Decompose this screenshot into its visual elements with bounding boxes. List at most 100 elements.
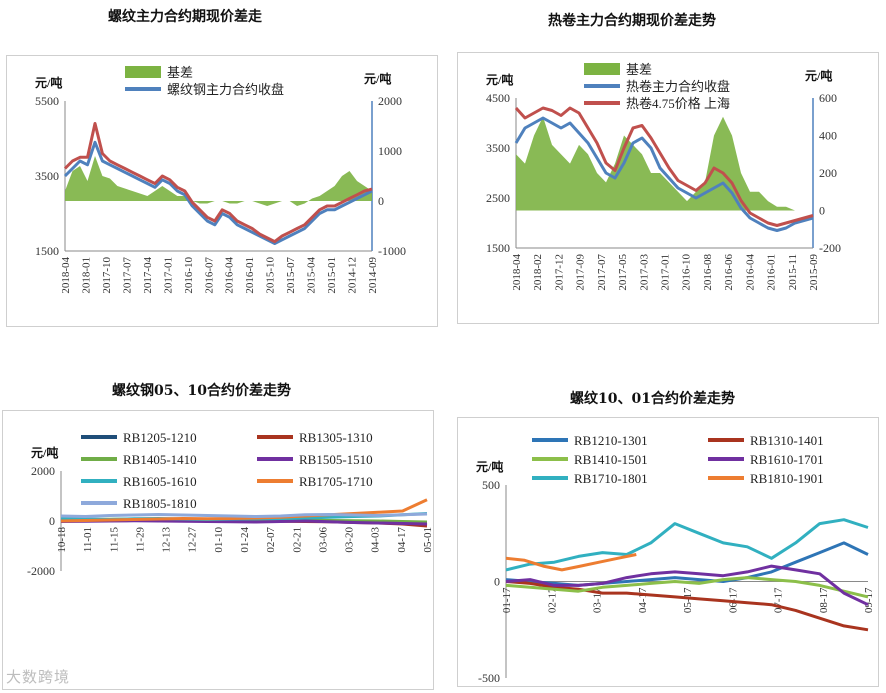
x-tick-label: 03-20 bbox=[344, 527, 356, 553]
x-tick-label: 2018-02 bbox=[532, 254, 544, 291]
y-unit-left: 元/吨 bbox=[476, 459, 503, 474]
y-tick-label-left: 1500 bbox=[35, 244, 59, 258]
chart1-title: 螺纹主力合约期现价差走 bbox=[108, 9, 262, 25]
x-tick-label: 2015-07 bbox=[285, 257, 297, 294]
x-tick-label: 2014-12 bbox=[347, 257, 359, 294]
chart1-panel: 5500 3500 1500 元/吨 2000 1000 0 -1000 元/吨 2018-04 2… bbox=[6, 55, 438, 327]
y-unit-right: 元/吨 bbox=[805, 68, 832, 83]
chart2-title: 热卷主力合约期现价差走势 bbox=[548, 13, 716, 29]
x-tick-label: 11-29 bbox=[134, 527, 146, 553]
x-tick-label: 12-27 bbox=[187, 527, 199, 553]
series-line bbox=[60, 498, 428, 523]
x-tick-label: 2016-10 bbox=[681, 254, 693, 291]
x-tick-label: 05-17 bbox=[682, 587, 694, 613]
y-tick-label-left: 4500 bbox=[486, 91, 510, 105]
legend-label: RB1205-1210 bbox=[123, 430, 197, 445]
chart4-panel: 500 0 -500 元/吨 01-17 02-17 03-17 04-17 05-17 06-1… bbox=[457, 417, 879, 687]
x-tick-label: 04-17 bbox=[396, 527, 408, 553]
chart3-svg: 2000 0 -2000 元/吨 10-18 11-01 11-15 11-29 12-13 12… bbox=[27, 430, 434, 578]
series-line bbox=[63, 140, 373, 245]
x-tick-label: 10-18 bbox=[56, 527, 68, 553]
x-tick-label: 02-07 bbox=[265, 527, 277, 553]
x-tick-label: 2016-06 bbox=[723, 254, 735, 291]
y-tick-label-left: -500 bbox=[478, 671, 500, 685]
chart3-title: 螺纹钢05、10合约价差走势 bbox=[112, 383, 291, 399]
y-tick-label-right: 200 bbox=[819, 166, 837, 180]
x-tick-label: 2017-01 bbox=[162, 257, 174, 294]
legend-swatch bbox=[584, 63, 620, 75]
legend-label: RB1710-1801 bbox=[574, 471, 648, 486]
y-tick-label-left: 3500 bbox=[35, 169, 59, 183]
legend-swatch bbox=[125, 66, 161, 78]
x-tick-label: 08-17 bbox=[818, 587, 830, 613]
y-tick-label-left: 5500 bbox=[35, 94, 59, 108]
legend-label: RB1410-1501 bbox=[574, 452, 648, 467]
legend-label: 热卷4.75价格 上海 bbox=[626, 96, 730, 111]
legend-label: RB1405-1410 bbox=[123, 452, 197, 467]
chart3-panel: 2000 0 -2000 元/吨 10-18 11-01 11-15 11-29 12-13 12… bbox=[2, 410, 434, 690]
y-tick-label-right: 600 bbox=[819, 91, 837, 105]
series-line bbox=[505, 580, 869, 632]
series-line bbox=[63, 122, 373, 244]
y-tick-label-left: 3500 bbox=[486, 141, 510, 155]
y-unit-right: 元/吨 bbox=[364, 71, 391, 86]
legend-label: RB1810-1901 bbox=[750, 471, 824, 486]
x-tick-label: 03-06 bbox=[317, 527, 329, 553]
x-tick-label: 11-15 bbox=[108, 527, 120, 553]
x-tick-label: 2017-01 bbox=[660, 254, 672, 291]
legend-label: 基差 bbox=[626, 62, 652, 77]
legend-label: 基差 bbox=[167, 65, 193, 80]
y-tick-label-right: 2000 bbox=[378, 94, 402, 108]
series-line bbox=[60, 512, 428, 518]
x-tick-label: 04-03 bbox=[370, 527, 382, 553]
x-tick-label: 12-13 bbox=[161, 527, 173, 553]
x-tick-label: 2015-10 bbox=[265, 257, 277, 294]
legend-label: 螺纹钢主力合约收盘 bbox=[167, 82, 284, 97]
x-tick-label: 02-17 bbox=[546, 587, 558, 613]
y-tick-label-left: 0 bbox=[494, 575, 500, 589]
x-tick-label: 2017-07 bbox=[596, 254, 608, 291]
chart2-svg: 4500 3500 2500 1500 元/吨 600 400 200 0 -200 元/吨 2018… bbox=[486, 62, 841, 291]
y-tick-label-right: 0 bbox=[378, 194, 384, 208]
x-tick-label: 2015-04 bbox=[306, 257, 318, 294]
x-tick-label: 2017-04 bbox=[142, 257, 154, 294]
legend-label: RB1310-1401 bbox=[750, 433, 824, 448]
x-tick-label: 2017-12 bbox=[553, 254, 565, 291]
legend-label: RB1610-1701 bbox=[750, 452, 824, 467]
x-tick-label: 2016-01 bbox=[244, 257, 256, 294]
x-tick-label: 2015-09 bbox=[808, 254, 820, 291]
watermark: 大数跨境 bbox=[6, 668, 71, 686]
x-tick-label: 05-01 bbox=[422, 527, 433, 553]
y-tick-label-left: 0 bbox=[49, 514, 55, 528]
x-tick-label: 2016-04 bbox=[224, 257, 236, 294]
series-line bbox=[505, 576, 869, 599]
series-area-basis bbox=[516, 116, 813, 211]
x-tick-label: 2016-07 bbox=[203, 257, 215, 294]
legend-label: RB1505-1510 bbox=[299, 452, 373, 467]
x-tick-label: 01-24 bbox=[239, 527, 251, 553]
x-tick-label: 2016-04 bbox=[744, 254, 756, 291]
legend-label: RB1210-1301 bbox=[574, 433, 648, 448]
y-tick-label-right: -1000 bbox=[378, 244, 406, 258]
x-tick-label: 01-10 bbox=[213, 527, 225, 553]
x-tick-label: 2018-04 bbox=[511, 254, 523, 291]
legend-label: RB1705-1710 bbox=[299, 474, 373, 489]
x-tick-label: 2018-01 bbox=[80, 257, 92, 294]
y-tick-label-right: 1000 bbox=[378, 144, 402, 158]
x-tick-label: 2016-01 bbox=[766, 254, 778, 291]
x-tick-label: 2015-01 bbox=[326, 257, 338, 294]
legend-label: RB1605-1610 bbox=[123, 474, 197, 489]
series-line bbox=[514, 116, 814, 232]
y-unit-left: 元/吨 bbox=[31, 445, 58, 460]
y-tick-label-left: 1500 bbox=[486, 241, 510, 255]
legend-label: 热卷主力合约收盘 bbox=[626, 79, 730, 94]
chart1-svg: 5500 3500 1500 元/吨 2000 1000 0 -1000 元/吨 2018-04 2… bbox=[35, 65, 406, 294]
x-tick-label: 04-17 bbox=[637, 587, 649, 613]
series-line bbox=[514, 106, 814, 227]
y-tick-label-left: 2000 bbox=[31, 464, 55, 478]
series-area-basis bbox=[65, 156, 372, 206]
x-tick-label: 07-17 bbox=[773, 587, 785, 613]
x-tick-label: 2017-05 bbox=[617, 254, 629, 291]
chart2-panel: 4500 3500 2500 1500 元/吨 600 400 200 0 -200 元/吨 2018… bbox=[457, 52, 879, 324]
